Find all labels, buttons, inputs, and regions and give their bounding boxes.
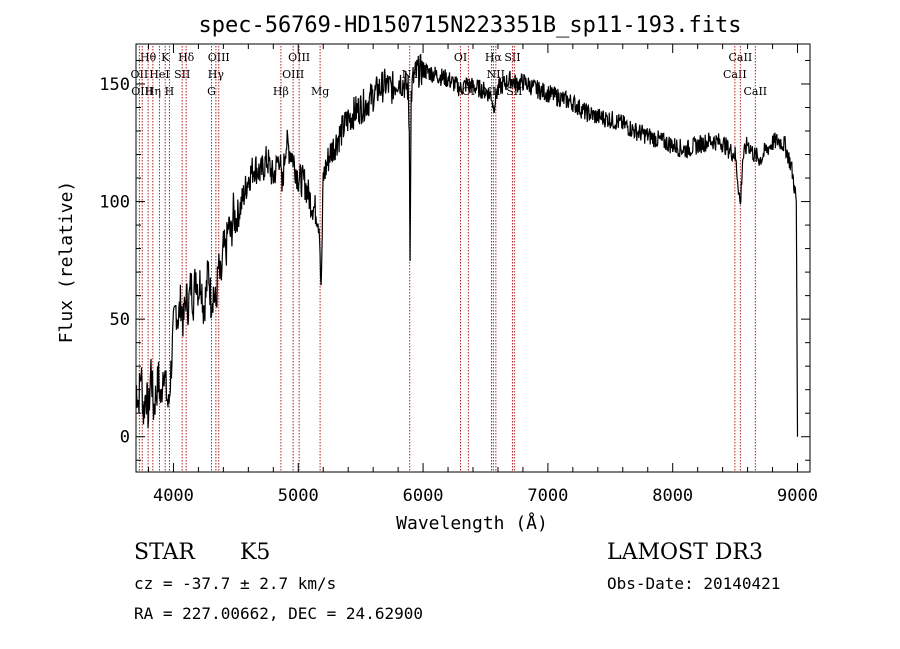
survey-name: LAMOST DR3 <box>607 540 763 565</box>
line-id-label: Hα <box>485 51 503 64</box>
line-id-label: CaII <box>723 68 747 81</box>
line-id-label: H <box>165 85 175 98</box>
line-id-label: Hβ <box>273 85 289 98</box>
y-tick-label: 50 <box>110 310 130 330</box>
x-tick-label: 5000 <box>278 486 319 506</box>
y-axis-label: Flux (relative) <box>56 181 77 344</box>
line-id-label: Hδ <box>178 51 195 64</box>
spectrum-line <box>135 53 799 437</box>
line-id-label: Hγ <box>208 68 225 81</box>
line-id-label: CaII <box>743 85 767 98</box>
x-tick-label: 8000 <box>652 486 693 506</box>
y-tick-label: 150 <box>99 75 130 95</box>
observation-date: Obs-Date: 20140421 <box>607 574 781 593</box>
line-id-label: G <box>207 85 216 98</box>
x-tick-label: 4000 <box>153 486 194 506</box>
line-id-label: SII <box>174 68 190 81</box>
line-id-label: NII <box>487 68 505 81</box>
object-class: STAR <box>134 540 195 565</box>
line-id-label: OIII <box>282 68 304 81</box>
line-id-label: Hθ <box>140 51 157 64</box>
x-axis: 4000 5000 6000 7000 8000 9000 <box>147 44 818 506</box>
line-id-label: OIII <box>288 51 310 64</box>
y-axis: 0 50 100 150 <box>99 59 810 461</box>
line-id-label: OIII <box>131 85 153 98</box>
redshift-readout: cz = -37.7 ± 2.7 km/s <box>134 574 337 593</box>
line-id-label: HeI <box>149 68 169 81</box>
line-id-label: OI <box>454 51 467 64</box>
line-id-label: OIII <box>208 51 230 64</box>
line-id-label: Mg <box>311 85 329 98</box>
coordinates-readout: RA = 227.00662, DEC = 24.62900 <box>134 604 423 623</box>
spectral-subclass: K5 <box>240 540 271 565</box>
x-axis-label: Wavelength (Å) <box>396 512 548 534</box>
line-id-label: Hη <box>145 85 161 98</box>
line-id-label: OII <box>131 68 149 81</box>
x-tick-label: 9000 <box>777 486 818 506</box>
plot-frame <box>135 43 811 473</box>
line-id-label: K <box>161 51 170 64</box>
x-tick-label: 7000 <box>527 486 568 506</box>
line-id-label: SII <box>504 51 520 64</box>
y-tick-label: 0 <box>120 428 130 448</box>
x-tick-label: 6000 <box>403 486 444 506</box>
chart-title: spec-56769-HD150715N223351B_sp11-193.fit… <box>198 13 741 38</box>
line-id-label: CaII <box>729 51 753 64</box>
y-tick-label: 100 <box>99 193 130 213</box>
